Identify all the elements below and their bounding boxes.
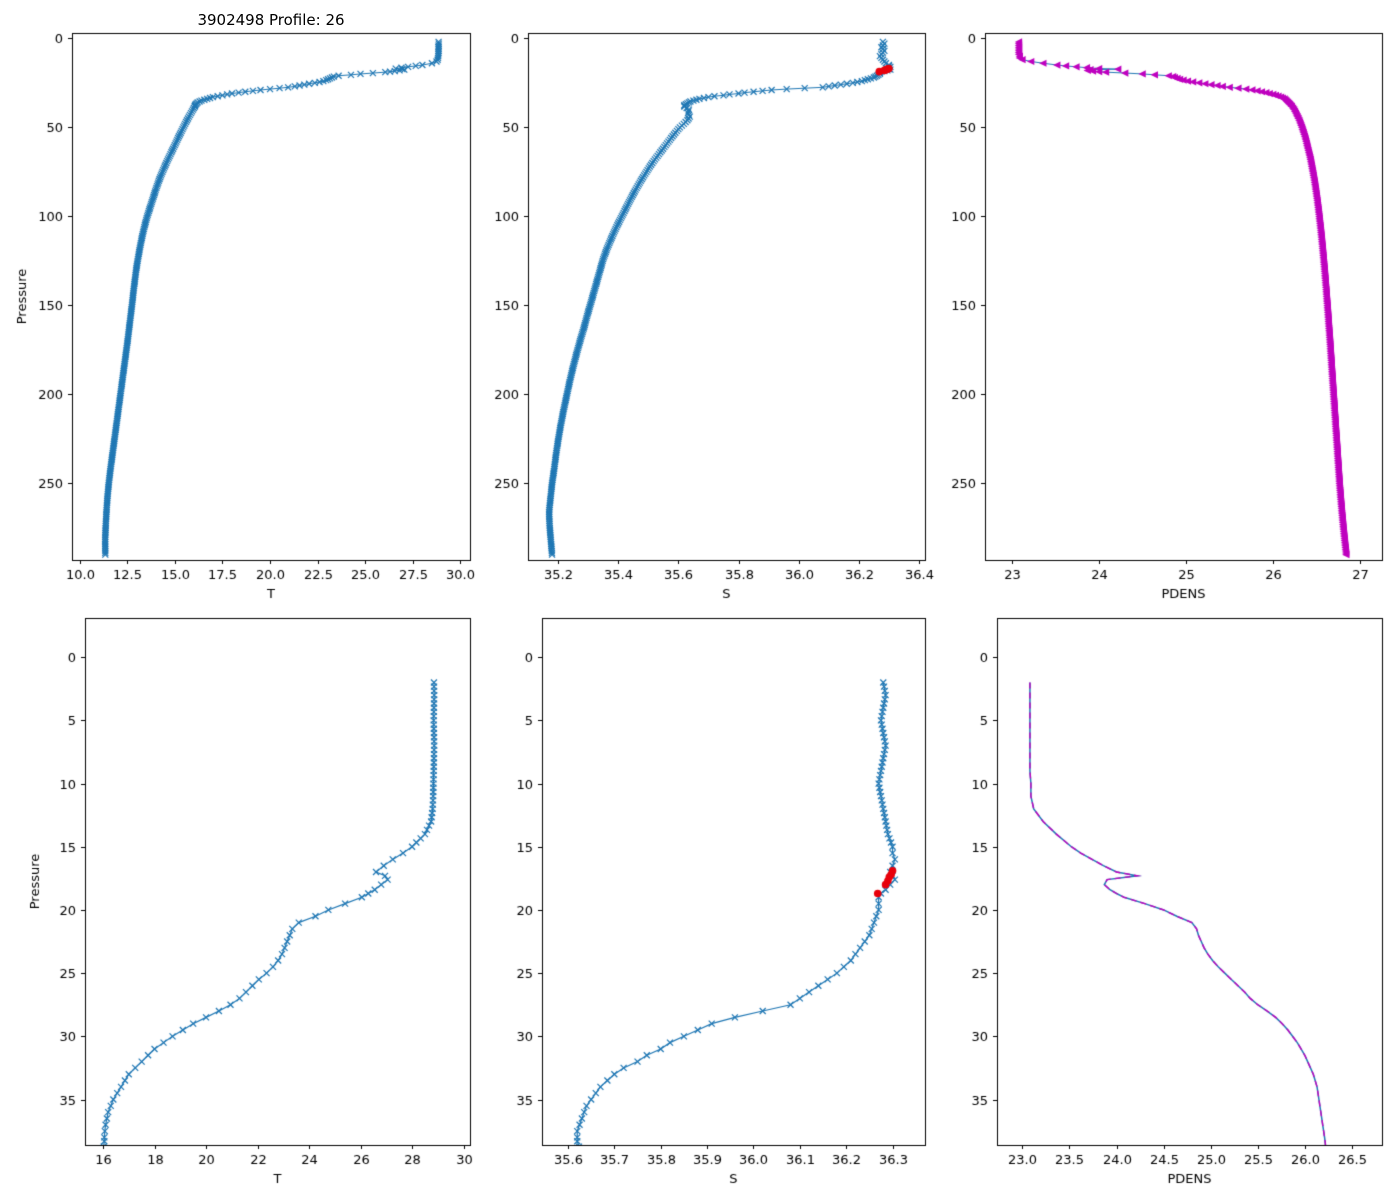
figure-title: 3902498 Profile: 26	[197, 11, 345, 29]
